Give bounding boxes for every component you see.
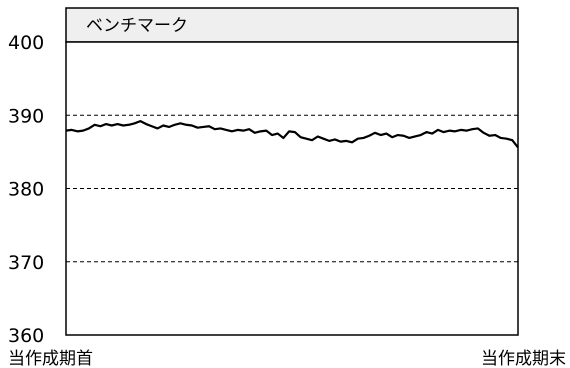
chart-title: ベンチマーク bbox=[86, 16, 188, 36]
y-tick-label-400: 400 bbox=[8, 32, 44, 54]
grid-lines bbox=[66, 114, 518, 263]
y-tick-label-390: 390 bbox=[8, 105, 44, 127]
y-tick-label-360: 360 bbox=[8, 325, 44, 347]
x-label-start: 当作成期首 bbox=[8, 349, 93, 368]
series-line-0 bbox=[65, 120, 519, 149]
y-tick-label-380: 380 bbox=[8, 179, 44, 201]
y-tick-labels: 360 370 380 390 400 bbox=[8, 32, 44, 347]
series-layer bbox=[65, 120, 519, 149]
x-label-end: 当作成期末 bbox=[481, 349, 566, 368]
y-tick-label-370: 370 bbox=[8, 252, 44, 274]
chart-title-band bbox=[65, 7, 519, 43]
